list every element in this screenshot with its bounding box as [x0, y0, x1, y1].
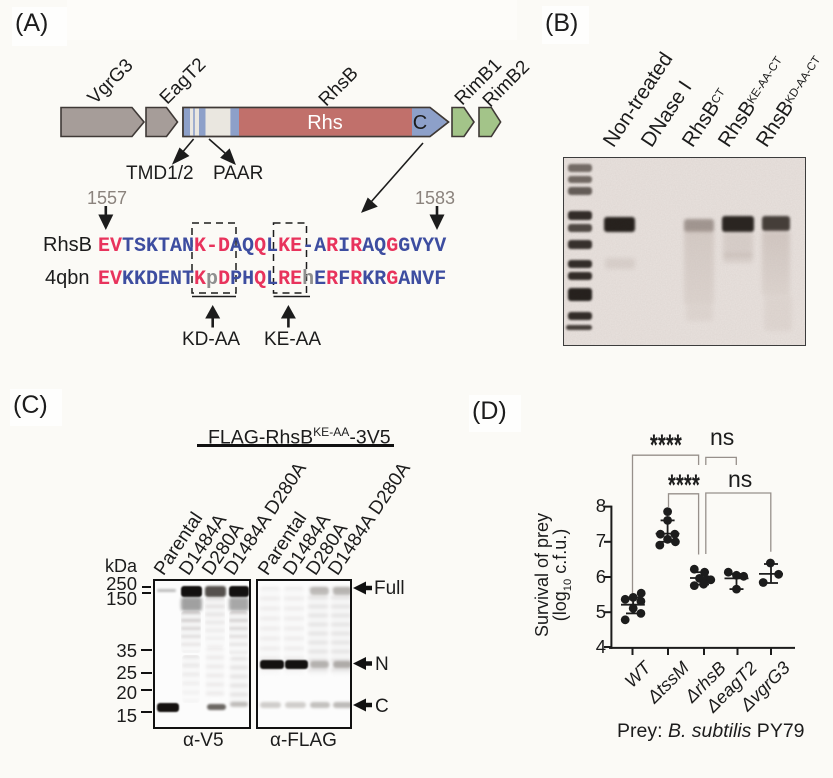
svg-text:C: C [413, 112, 427, 134]
svg-text:Rhs: Rhs [307, 112, 343, 134]
